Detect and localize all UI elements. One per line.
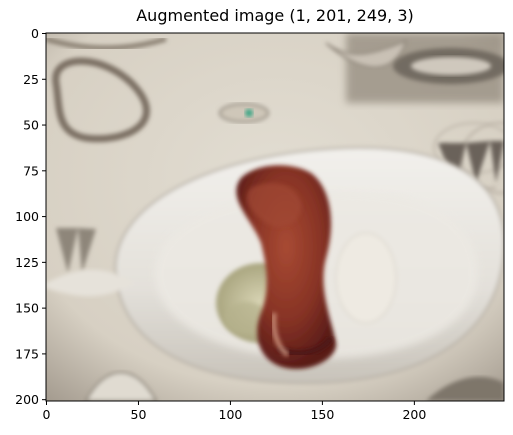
bowl-left-lip bbox=[46, 269, 136, 297]
y-tick-label-100: 100 bbox=[15, 209, 39, 224]
sauce bbox=[335, 232, 397, 324]
y-tick-label-150: 150 bbox=[15, 301, 39, 316]
y-tick-label-200: 200 bbox=[15, 392, 39, 407]
y-tick-label-125: 125 bbox=[15, 255, 39, 270]
herb-crumb-texture bbox=[224, 302, 268, 334]
axes-frame bbox=[45, 32, 505, 402]
table-pattern-eye bbox=[219, 103, 269, 123]
x-tick-label-50: 50 bbox=[131, 407, 147, 422]
y-tick-label-50: 50 bbox=[23, 118, 39, 133]
table-pattern-loop bbox=[52, 57, 150, 143]
x-tick-label-150: 150 bbox=[310, 407, 334, 422]
wine-glass-rim bbox=[411, 57, 491, 75]
chart-title: Augmented image (1, 201, 249, 3) bbox=[136, 6, 414, 25]
photo-canvas bbox=[46, 33, 504, 401]
x-tick-label-100: 100 bbox=[219, 407, 243, 422]
y-tick-label-25: 25 bbox=[23, 72, 39, 87]
y-axis-ticks: 0 25 50 75 100 125 150 175 200 bbox=[15, 26, 46, 407]
table-pattern-bowtie bbox=[325, 39, 408, 69]
table-pattern-bottom bbox=[84, 371, 158, 401]
food-pink-edge bbox=[271, 312, 290, 358]
y-tick-label-175: 175 bbox=[15, 346, 39, 361]
image-area bbox=[46, 33, 504, 401]
y-tick-label-0: 0 bbox=[31, 26, 39, 41]
table-pattern-bottom-right bbox=[426, 376, 504, 401]
y-tick-label-75: 75 bbox=[23, 163, 39, 178]
x-tick-label-0: 0 bbox=[43, 407, 51, 422]
x-axis-ticks: 0 50 100 150 200 bbox=[43, 401, 426, 422]
table-pattern-top bbox=[46, 36, 167, 51]
table-pattern-dot bbox=[245, 109, 253, 117]
food-highlight bbox=[246, 183, 302, 227]
x-tick-label-200: 200 bbox=[402, 407, 426, 422]
fan-pattern-left bbox=[56, 228, 96, 273]
